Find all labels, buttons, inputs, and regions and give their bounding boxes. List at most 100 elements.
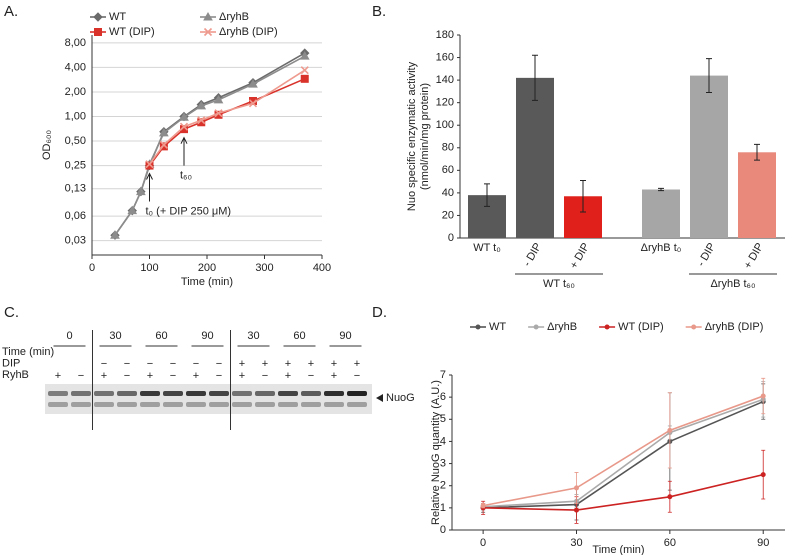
time-label: 60	[155, 330, 167, 342]
legend-label: ΔryhB	[219, 11, 249, 23]
marker	[573, 507, 579, 513]
x-tick-label: 0	[89, 262, 95, 274]
legend-label: WT (DIP)	[109, 26, 155, 38]
ryhb-sign: −	[354, 370, 360, 382]
band	[278, 402, 298, 407]
series-line	[482, 395, 764, 507]
legend-marker	[691, 324, 697, 330]
legend-label: WT	[109, 11, 126, 23]
marker	[159, 140, 168, 149]
band	[209, 391, 229, 396]
band	[347, 402, 367, 407]
dip-sign: +	[239, 358, 245, 370]
band	[71, 402, 91, 407]
band	[117, 402, 137, 407]
time-label: 0	[66, 330, 72, 342]
x-tick-label: 30	[570, 537, 582, 549]
band	[71, 391, 91, 396]
time-label: 60	[293, 330, 305, 342]
marker	[299, 51, 310, 60]
error-bar	[658, 187, 664, 192]
bar	[642, 189, 680, 238]
band-label: NuoG	[386, 392, 415, 404]
panel-label: C.	[4, 304, 19, 321]
y-tick-label: 160	[436, 51, 454, 63]
legend-marker	[94, 28, 102, 36]
x-tick-label: WT t₀	[473, 242, 501, 254]
y-tick-label: 0	[448, 232, 454, 244]
marker	[214, 109, 223, 118]
marker	[136, 186, 146, 196]
marker	[300, 74, 309, 83]
x-tick-label: 90	[757, 537, 769, 549]
ryhb-sign: +	[331, 370, 337, 382]
annotation: t₆₀	[180, 170, 192, 182]
annotation: t₀ (+ DIP 250 μM)	[146, 205, 232, 217]
y-tick-label: 180	[436, 29, 454, 41]
bar	[516, 77, 554, 238]
marker	[127, 205, 138, 215]
series-line	[114, 55, 306, 236]
ryhb-sign: +	[55, 370, 61, 382]
x-axis-label: Time (min)	[592, 544, 644, 555]
x-tick-label: 0	[480, 537, 486, 549]
marker	[248, 99, 258, 108]
ryhb-sign: −	[124, 370, 130, 382]
y-axis-label: Nuo specific enzymatic activity	[406, 61, 418, 211]
y-tick-label: 100	[436, 119, 454, 131]
row-label: DIP	[2, 357, 20, 369]
x-axis-label: Time (min)	[181, 276, 233, 288]
group-label: WT t₆₀	[543, 278, 575, 290]
y-axis-label: (nmol/min/mg protein)	[419, 83, 431, 190]
ryhb-sign: +	[147, 370, 153, 382]
band	[94, 402, 114, 407]
dip-sign: +	[285, 358, 291, 370]
series-line	[483, 400, 764, 509]
marker	[196, 100, 207, 110]
y-tick-label: 80	[442, 142, 454, 154]
x-tick-label: 60	[664, 537, 676, 549]
y-tick-label: 40	[442, 187, 454, 199]
band	[94, 391, 114, 396]
y-tick-label: 7	[440, 369, 446, 381]
series-line	[148, 69, 306, 165]
y-tick-label: 0,25	[65, 159, 86, 171]
error-bar	[532, 54, 538, 101]
dip-sign: −	[216, 358, 222, 370]
band	[278, 391, 298, 396]
dip-sign: −	[101, 358, 107, 370]
panel-label: B.	[372, 3, 386, 20]
band	[232, 391, 252, 396]
x-tick-label: + DIP	[568, 241, 592, 271]
y-tick-label: 5	[440, 413, 446, 425]
marker	[480, 503, 486, 509]
ryhb-sign: −	[216, 370, 222, 382]
row-label: RyhB	[2, 369, 29, 381]
band	[301, 391, 321, 396]
dip-sign: +	[354, 358, 360, 370]
legend-label: WT	[489, 321, 506, 333]
band	[140, 402, 160, 407]
band	[255, 402, 275, 407]
marker	[197, 116, 206, 125]
y-tick-label: 0,50	[65, 135, 86, 147]
marker	[179, 122, 189, 131]
y-tick-label: 140	[436, 74, 454, 86]
legend-label: ΔryhB (DIP)	[219, 26, 278, 38]
y-tick-label: 20	[442, 209, 454, 221]
ryhb-sign: −	[308, 370, 314, 382]
band	[209, 402, 229, 407]
x-tick-label: + DIP	[742, 241, 766, 271]
y-tick-label: 2	[440, 480, 446, 492]
marker	[667, 427, 673, 433]
ryhb-sign: +	[239, 370, 245, 382]
legend-marker	[203, 27, 213, 37]
band	[48, 391, 68, 396]
error-bar	[754, 143, 760, 161]
marker	[760, 472, 766, 478]
band	[186, 391, 206, 396]
y-tick-label: 0,06	[65, 210, 86, 222]
band	[48, 402, 68, 407]
y-tick-label: 4	[440, 435, 446, 447]
band	[347, 391, 367, 396]
